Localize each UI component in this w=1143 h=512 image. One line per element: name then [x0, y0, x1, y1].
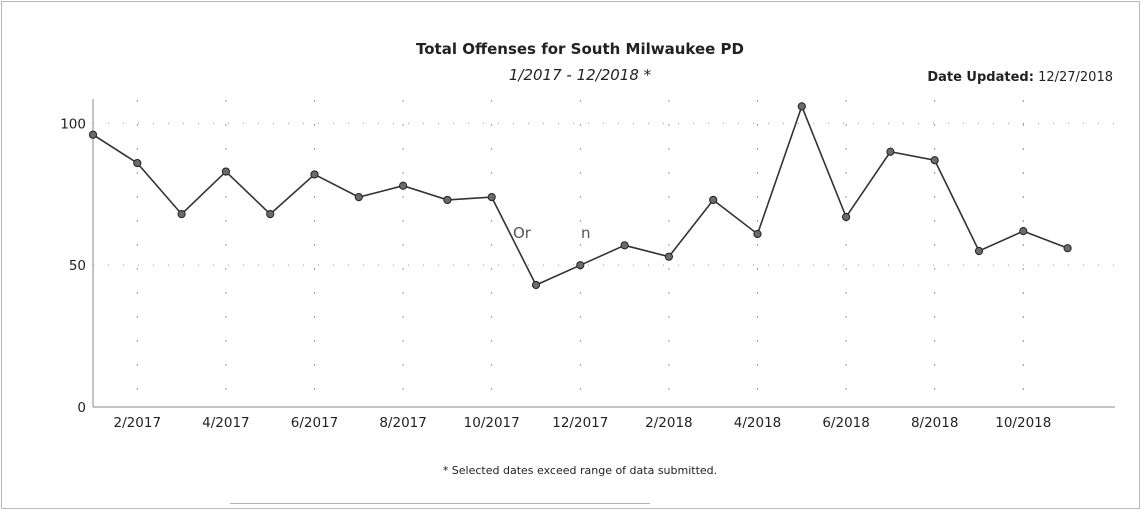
data-point: [488, 194, 495, 201]
chart-axes: [93, 99, 1115, 407]
data-point: [843, 213, 850, 220]
x-tick-label: 10/2017: [464, 415, 520, 431]
series-polyline: [93, 106, 1068, 285]
x-tick-label: 2/2018: [645, 415, 693, 431]
data-point: [577, 262, 584, 269]
chart-grid: [93, 100, 1115, 402]
data-point: [355, 194, 362, 201]
y-tick-label: 100: [60, 116, 86, 132]
stray-text-1: Or: [513, 224, 532, 242]
data-point: [798, 103, 805, 110]
stray-text-2: n: [581, 224, 591, 242]
y-tick-label: 50: [69, 258, 86, 274]
data-point: [887, 148, 894, 155]
x-tick-label: 8/2017: [379, 415, 427, 431]
data-point: [754, 230, 761, 237]
data-point: [532, 281, 539, 288]
x-tick-label: 4/2017: [202, 415, 250, 431]
x-tick-label: 10/2018: [995, 415, 1051, 431]
data-point: [400, 182, 407, 189]
data-point: [710, 196, 717, 203]
x-tick-label: 12/2017: [552, 415, 608, 431]
data-point: [1064, 245, 1071, 252]
data-point: [89, 131, 96, 138]
data-point: [1020, 228, 1027, 235]
x-tick-label: 6/2018: [822, 415, 870, 431]
data-point: [222, 168, 229, 175]
y-axis-ticks: 0 50 100: [60, 116, 86, 416]
data-point: [621, 242, 628, 249]
data-point: [311, 171, 318, 178]
x-axis-ticks: 2/2017 4/2017 6/2017 8/2017 10/2017 12/2017 2/…: [114, 415, 1052, 431]
series-points: [89, 103, 1071, 289]
x-tick-label: 8/2018: [911, 415, 959, 431]
footnote: * Selected dates exceed range of data su…: [0, 464, 1143, 477]
x-tick-label: 4/2018: [734, 415, 782, 431]
bottom-divider: [230, 503, 650, 504]
y-tick-label: 0: [77, 400, 86, 416]
series-line: [93, 106, 1068, 285]
data-point: [665, 253, 672, 260]
data-point: [931, 157, 938, 164]
data-point: [975, 247, 982, 254]
data-point: [267, 211, 274, 218]
data-point: [134, 159, 141, 166]
x-tick-label: 2/2017: [114, 415, 162, 431]
data-point: [178, 211, 185, 218]
data-point: [444, 196, 451, 203]
x-tick-label: 6/2017: [291, 415, 339, 431]
